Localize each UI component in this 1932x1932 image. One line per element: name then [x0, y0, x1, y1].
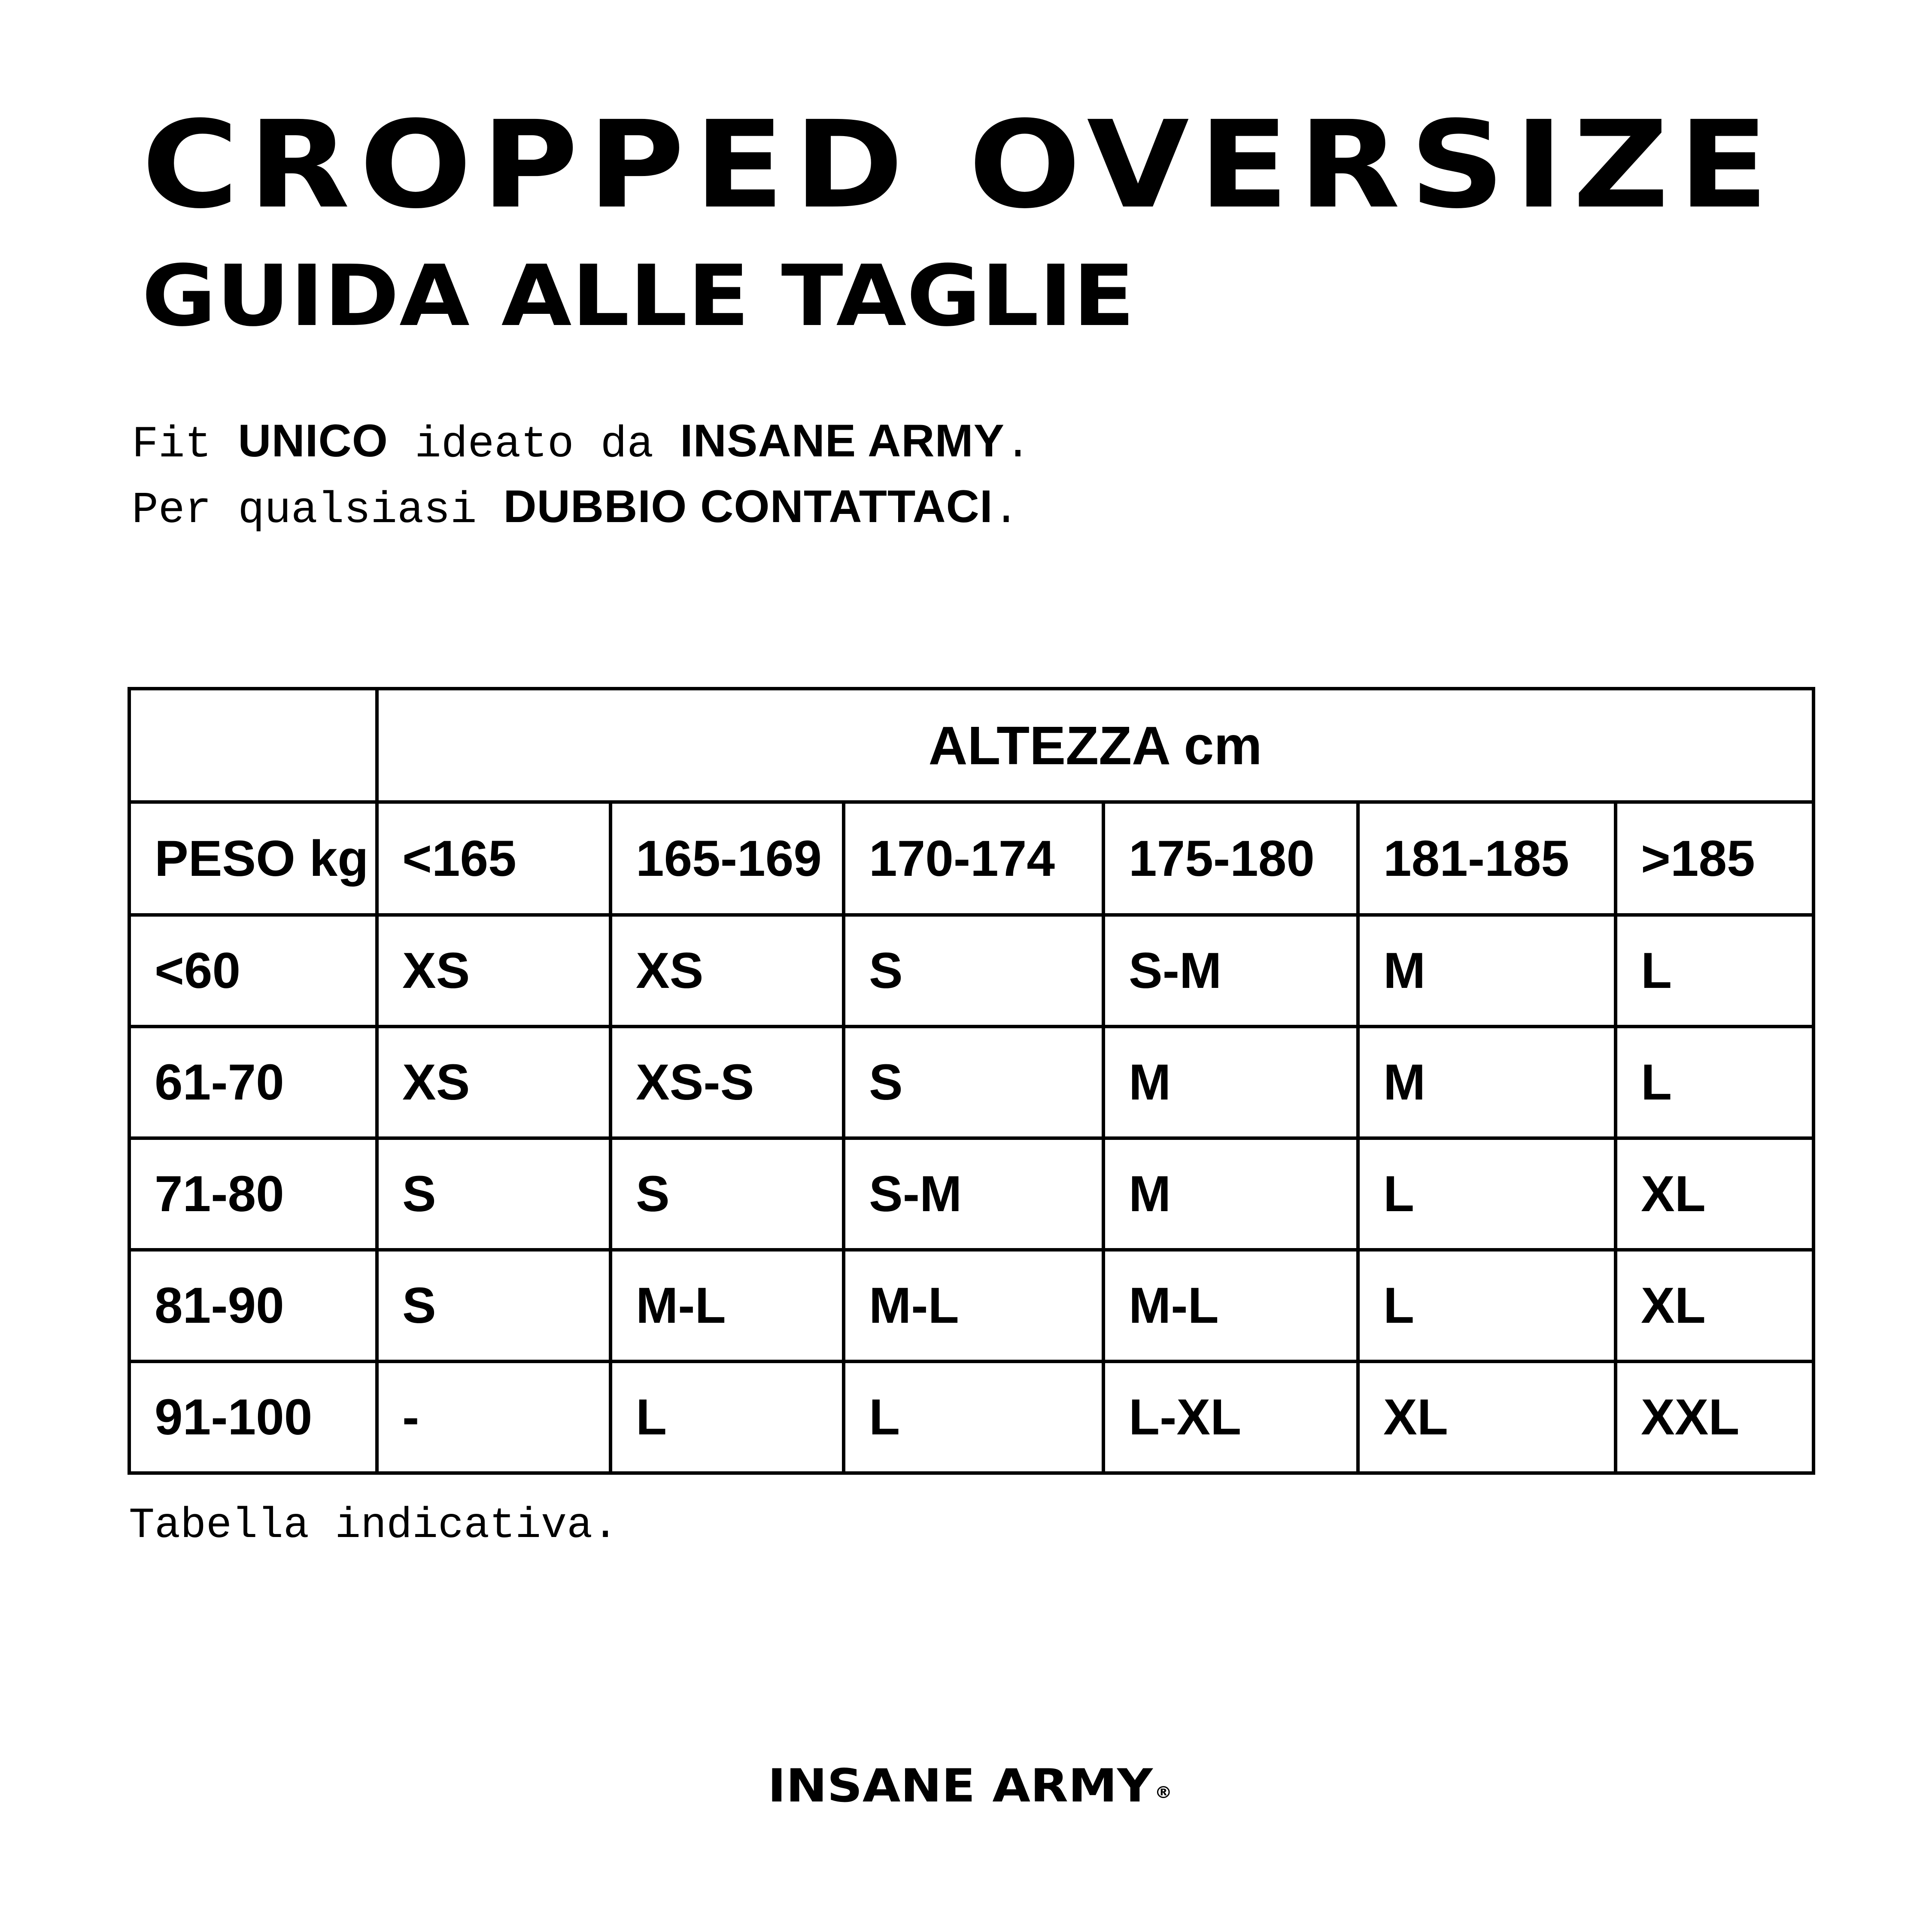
weight-row-label-4: 91-100	[128, 1360, 379, 1475]
intro-text: ideato da	[388, 419, 680, 470]
size-cell: XXL	[1613, 1360, 1816, 1475]
intro-text: .	[1005, 419, 1031, 470]
brand-logo: INSANE ARMY ®	[768, 1763, 1172, 1809]
size-cell: S	[609, 1136, 845, 1252]
intro-line-1: Fit UNICO ideato da INSANE ARMY.	[132, 418, 1031, 470]
size-cell: XS	[375, 913, 612, 1028]
size-cell: L	[1356, 1136, 1617, 1252]
height-col-header-5: >185	[1613, 800, 1816, 917]
corner-cell	[128, 687, 379, 804]
size-cell: XS-S	[609, 1025, 845, 1140]
size-table: ALTEZZA cm PESO kg <165 165-169 170-174 …	[128, 687, 1816, 1475]
intro-line-2: Per qualsiasi DUBBIO CONTATTACI.	[132, 483, 1020, 535]
size-cell: M-L	[842, 1248, 1105, 1363]
size-cell: L	[609, 1360, 845, 1475]
size-cell: L-XL	[1102, 1360, 1360, 1475]
size-cell: M	[1102, 1136, 1360, 1252]
size-cell: S-M	[842, 1136, 1105, 1252]
size-cell: S	[375, 1248, 612, 1363]
size-cell: M	[1102, 1025, 1360, 1140]
table-row: <60 XS XS S S-M M L	[128, 913, 1816, 1028]
height-col-header-2: 170-174	[842, 800, 1105, 917]
height-col-header-3: 175-180	[1102, 800, 1360, 917]
height-col-header-4: 181-185	[1356, 800, 1617, 917]
size-cell: M	[1356, 913, 1617, 1028]
table-row: 61-70 XS XS-S S M M L	[128, 1025, 1816, 1140]
table-row-height-header: ALTEZZA cm	[128, 687, 1816, 804]
height-header-cell: ALTEZZA cm	[375, 687, 1816, 804]
size-cell: XL	[1356, 1360, 1617, 1475]
size-cell: L	[1613, 913, 1816, 1028]
weight-row-label-1: 61-70	[128, 1025, 379, 1140]
size-cell: S	[375, 1136, 612, 1252]
intro-emphasis-brand: INSANE ARMY	[680, 415, 1005, 466]
intro-emphasis-unico: UNICO	[238, 415, 389, 466]
size-cell: L	[1356, 1248, 1617, 1363]
intro-emphasis-contact: DUBBIO CONTATTACI	[503, 480, 993, 532]
size-cell: XS	[609, 913, 845, 1028]
size-cell: XS	[375, 1025, 612, 1140]
size-cell: XL	[1613, 1248, 1816, 1363]
size-cell: S	[842, 913, 1105, 1028]
table-row-column-headers: PESO kg <165 165-169 170-174 175-180 181…	[128, 800, 1816, 917]
registered-trademark-icon: ®	[1154, 1783, 1173, 1802]
size-cell: M-L	[609, 1248, 845, 1363]
intro-text: .	[993, 485, 1020, 535]
height-col-header-0: <165	[375, 800, 612, 917]
weight-row-label-2: 71-80	[128, 1136, 379, 1252]
size-cell: S	[842, 1025, 1105, 1140]
intro-text: Per qualsiasi	[132, 485, 504, 535]
size-cell: -	[375, 1360, 612, 1475]
size-cell: M-L	[1102, 1248, 1360, 1363]
size-cell: L	[842, 1360, 1105, 1475]
size-cell: S-M	[1102, 913, 1360, 1028]
page-subtitle: GUIDA ALLE TAGLIE	[142, 247, 1135, 345]
table-row: 71-80 S S S-M M L XL	[128, 1136, 1816, 1252]
weight-row-label-3: 81-90	[128, 1248, 379, 1363]
table-row: 91-100 - L L L-XL XL XXL	[128, 1360, 1816, 1475]
intro-text: Fit	[132, 419, 238, 470]
page-title: CROPPED OVERSIZE	[142, 95, 1778, 235]
size-cell: L	[1613, 1025, 1816, 1140]
table-row: 81-90 S M-L M-L M-L L XL	[128, 1248, 1816, 1363]
brand-logo-text: INSANE ARMY	[768, 1759, 1153, 1812]
footer-note: Tabella indicativa.	[129, 1502, 619, 1550]
height-col-header-1: 165-169	[609, 800, 845, 917]
size-cell: M	[1356, 1025, 1617, 1140]
size-cell: XL	[1613, 1136, 1816, 1252]
weight-row-label-0: <60	[128, 913, 379, 1028]
weight-header-cell: PESO kg	[128, 800, 379, 917]
